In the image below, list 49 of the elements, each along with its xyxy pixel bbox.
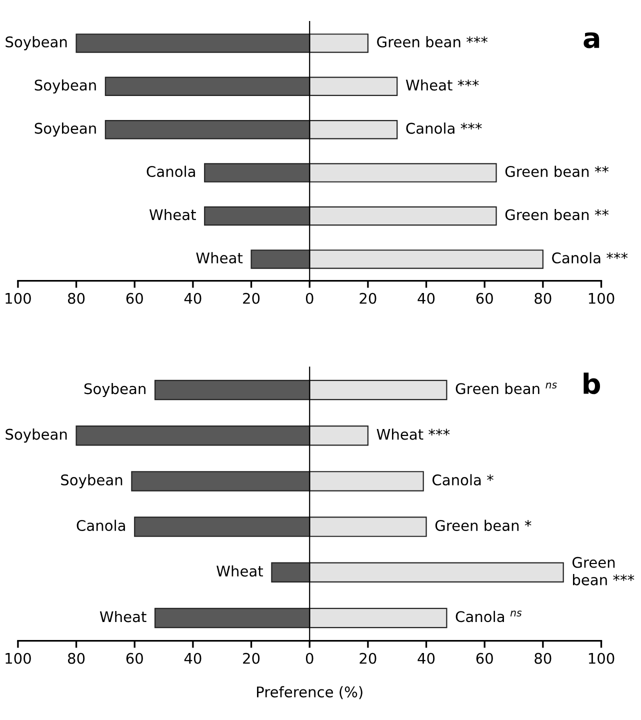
x-tick-label: 40 (418, 292, 435, 304)
data-label: Soybean (6, 428, 67, 443)
x-tick-label: 60 (126, 652, 143, 664)
data-label: Soybean (6, 36, 67, 50)
data-label: Wheat (149, 208, 196, 220)
data-label: Green bean *** (377, 36, 488, 48)
x-tick-label: 60 (476, 652, 493, 664)
data-label: Green bean ** (505, 208, 609, 220)
data-label: Soybean (34, 79, 96, 94)
x-tick-label: 20 (360, 652, 376, 664)
x-tick-label: 40 (184, 652, 202, 664)
annotation: b (584, 372, 600, 394)
data-label: Green bean * (435, 520, 532, 532)
data-label: Wheat (216, 565, 264, 577)
x-tick-label: 20 (243, 292, 260, 304)
x-tick-label: 20 (360, 292, 376, 304)
data-label: Wheat *** (376, 428, 450, 440)
x-tick-label: 100 (6, 652, 31, 664)
x-tick-label: 80 (534, 292, 552, 304)
x-axis-title: Preference (%) (257, 686, 362, 700)
data-label: Canola (146, 166, 195, 178)
x-tick-label: 100 (588, 292, 614, 304)
data-label: Soybean (61, 474, 122, 488)
data-label: Canola *** (552, 252, 628, 264)
data-label: Canola * (432, 474, 494, 486)
data-label: Canola *** (406, 122, 482, 134)
x-tick-label: 0 (306, 652, 314, 664)
data-label: Canola (76, 520, 125, 532)
data-label: Soybean (84, 382, 146, 398)
x-tick-label: 40 (184, 292, 202, 304)
x-tick-label: 40 (418, 652, 435, 664)
x-tick-label: 80 (68, 652, 85, 664)
data-label: Green bean *** (572, 556, 634, 586)
x-tick-label: 80 (68, 292, 85, 304)
x-tick-label: 20 (243, 652, 260, 664)
data-label: Wheat (196, 252, 243, 264)
x-tick-label: 100 (6, 292, 31, 304)
data-label: Green bean ** (505, 166, 609, 178)
data-label: Soybean (34, 122, 96, 137)
x-tick-label: 60 (476, 292, 493, 304)
x-tick-label: 100 (588, 652, 614, 664)
annotation: a (584, 32, 600, 48)
x-tick-label: 80 (534, 652, 552, 664)
data-label: Green bean $^{ns}$ (456, 382, 557, 394)
x-tick-label: 0 (306, 292, 314, 304)
data-label: Canola $^{ns}$ (456, 610, 522, 622)
x-tick-label: 60 (126, 292, 143, 304)
data-label: Wheat (100, 610, 146, 622)
data-label: Wheat *** (406, 79, 479, 91)
